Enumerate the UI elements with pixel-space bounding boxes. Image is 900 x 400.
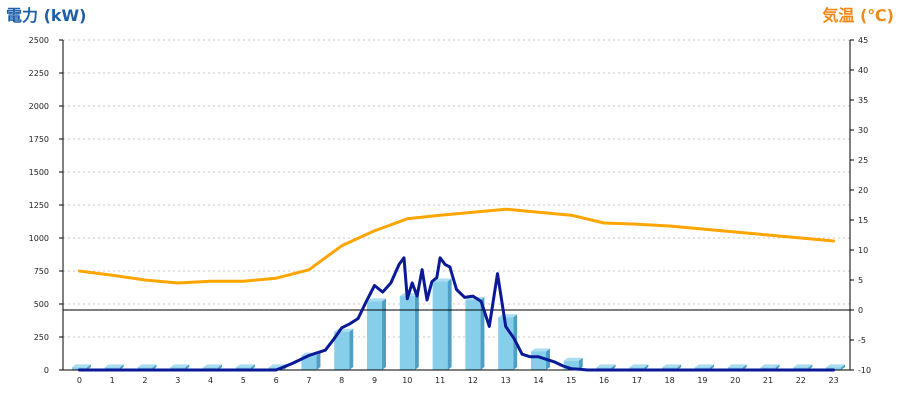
x-tick-label-16: 16 (599, 376, 609, 385)
right-tick-label-3: 5 (858, 276, 863, 285)
x-tick-label-3: 3 (175, 376, 180, 385)
bar-7 (301, 355, 317, 370)
left-tick-label-9: 2250 (29, 69, 49, 78)
bar-8 (334, 331, 350, 370)
left-tick-label-7: 1750 (29, 135, 49, 144)
x-tick-label-20: 20 (730, 376, 740, 385)
left-tick-label-6: 1500 (29, 168, 49, 177)
left-tick-label-4: 1000 (29, 234, 49, 243)
bar-top-14 (530, 348, 550, 352)
right-tick-label-0: -10 (858, 366, 871, 375)
bar-top-11 (432, 278, 452, 282)
x-tick-label-14: 14 (533, 376, 543, 385)
right-tick-label-6: 20 (858, 186, 868, 195)
right-axis-title: 気温 (℃) (822, 6, 894, 25)
right-tick-label-10: 40 (858, 66, 868, 75)
bar-top-16 (596, 364, 616, 368)
right-tick-label-8: 30 (858, 126, 868, 135)
bar-top-21 (760, 364, 780, 368)
bar-top-20 (727, 364, 747, 368)
x-tick-label-8: 8 (339, 376, 344, 385)
bar-top-19 (694, 364, 714, 368)
bar-top-9 (367, 298, 387, 302)
bar-top-17 (629, 364, 649, 368)
right-tick-label-9: 35 (858, 96, 868, 105)
bar-side-15 (578, 357, 583, 370)
left-tick-label-2: 500 (34, 300, 49, 309)
bar-top-15 (563, 357, 583, 361)
right-tick-label-1: -5 (858, 336, 866, 345)
x-tick-label-12: 12 (468, 376, 478, 385)
right-tick-label-5: 15 (858, 216, 868, 225)
bar-14 (530, 351, 546, 370)
left-tick-label-0: 0 (44, 366, 49, 375)
temperature-line (77, 207, 836, 285)
x-tick-label-15: 15 (566, 376, 576, 385)
x-tick-label-4: 4 (208, 376, 213, 385)
right-tick-label-7: 25 (858, 156, 868, 165)
bar-top-2 (137, 364, 157, 368)
x-tick-label-13: 13 (501, 376, 511, 385)
bar-top-5 (235, 364, 255, 368)
x-tick-label-2: 2 (142, 376, 147, 385)
x-tick-label-23: 23 (829, 376, 839, 385)
bar-15 (563, 360, 579, 370)
x-tick-label-9: 9 (372, 376, 377, 385)
bar-top-18 (662, 364, 682, 368)
left-tick-label-5: 1250 (29, 201, 49, 210)
bar-top-0 (71, 364, 91, 368)
bar-side-11 (447, 278, 452, 370)
bar-top-22 (793, 364, 813, 368)
right-tick-label-11: 45 (858, 36, 868, 45)
bar-side-10 (414, 293, 419, 370)
x-tick-label-21: 21 (763, 376, 773, 385)
power-line (77, 256, 836, 372)
x-tick-label-0: 0 (77, 376, 82, 385)
x-tick-label-18: 18 (665, 376, 675, 385)
bar-top-4 (203, 364, 223, 368)
bar-side-23 (841, 364, 846, 370)
bar-12 (465, 300, 481, 370)
x-tick-label-7: 7 (306, 376, 311, 385)
left-axis-title: 電力 (kW) (6, 6, 87, 25)
left-tick-label-1: 250 (34, 333, 49, 342)
x-tick-label-5: 5 (241, 376, 246, 385)
x-tick-label-22: 22 (796, 376, 806, 385)
right-tick-label-4: 10 (858, 246, 868, 255)
right-tick-label-2: 0 (858, 306, 863, 315)
bar-10 (399, 296, 415, 370)
bar-9 (367, 301, 383, 370)
x-tick-label-11: 11 (435, 376, 445, 385)
left-tick-label-8: 2000 (29, 102, 49, 111)
bar-top-1 (104, 364, 124, 368)
x-tick-label-19: 19 (697, 376, 707, 385)
x-tick-label-6: 6 (274, 376, 279, 385)
bar-side-7 (316, 352, 321, 370)
bar-top-3 (170, 364, 190, 368)
bar-top-23 (826, 364, 846, 368)
bar-side-9 (382, 298, 387, 370)
left-tick-label-3: 750 (34, 267, 49, 276)
bar-side-8 (349, 328, 354, 370)
x-tick-label-10: 10 (402, 376, 412, 385)
bar-11 (432, 281, 448, 370)
bar-side-12 (480, 297, 485, 370)
x-tick-label-1: 1 (110, 376, 115, 385)
x-tick-label-17: 17 (632, 376, 642, 385)
left-tick-label-10: 2500 (29, 36, 49, 45)
